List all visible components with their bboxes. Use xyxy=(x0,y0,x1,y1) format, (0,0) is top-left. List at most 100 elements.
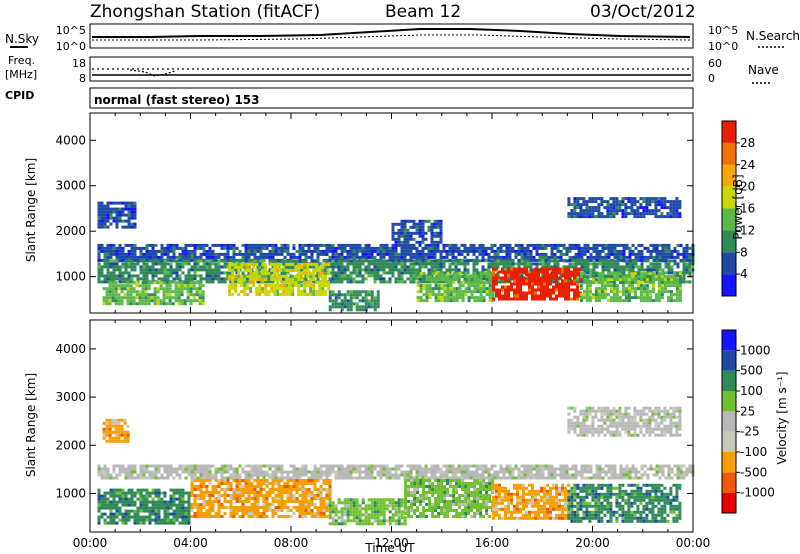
power-region-6-cell xyxy=(534,279,537,283)
power-region-7-cell xyxy=(579,275,583,279)
power-region-10-cell xyxy=(430,240,434,244)
power-region-1-cell xyxy=(220,277,224,281)
velocity-region-0-cell xyxy=(127,470,131,474)
power-region-6-cell xyxy=(498,270,501,274)
power-region-2-cell xyxy=(168,296,172,300)
power-region-1-cell xyxy=(136,274,140,278)
velocity-region-0-cell xyxy=(346,464,350,468)
power-region-5-cell xyxy=(425,278,429,282)
power-region-3-cell xyxy=(261,281,265,284)
power-region-8-cell xyxy=(645,212,649,216)
velocity-region-0-cell xyxy=(157,476,161,480)
power-region-0-cell xyxy=(403,243,407,247)
power-region-1-cell xyxy=(433,259,437,263)
power-region-1-cell xyxy=(145,271,149,275)
power-region-6-cell xyxy=(528,291,531,295)
power-region-0-cell xyxy=(472,252,476,256)
power-region-0-cell xyxy=(427,255,431,259)
power-region-1-cell xyxy=(403,271,407,275)
power-region-10-cell xyxy=(427,225,431,229)
power-region-2-cell xyxy=(168,302,172,306)
power-region-0-cell xyxy=(508,252,512,256)
power-region-8-cell xyxy=(660,203,664,207)
power-region-0-cell xyxy=(277,246,281,250)
power-region-7-cell xyxy=(669,275,673,279)
power-region-5-cell xyxy=(488,275,492,279)
power-region-1-cell xyxy=(604,268,608,272)
power-region-10-cell xyxy=(406,240,410,244)
velocity-region-0-cell xyxy=(457,476,461,480)
power-region-0-cell xyxy=(403,246,407,250)
velocity-region-0-cell xyxy=(181,470,185,474)
velocity-region-0-cell xyxy=(196,476,200,480)
power-region-6-cell xyxy=(564,288,567,292)
velocity-region-0-cell xyxy=(562,473,566,477)
power-region-2-cell xyxy=(195,287,199,291)
power-region-0-cell xyxy=(208,255,212,259)
velocity-region-0-cell xyxy=(454,476,458,480)
power-region-10-cell xyxy=(424,231,428,235)
velocity-region-0-cell xyxy=(247,473,251,477)
power-region-0-cell xyxy=(394,255,398,259)
power-region-0-cell xyxy=(169,243,173,247)
power-region-0-cell xyxy=(355,252,359,256)
velocity-region-0-cell xyxy=(139,467,143,471)
power-region-6-cell xyxy=(534,297,537,301)
power-region-0-cell xyxy=(247,246,251,250)
power-region-6-cell xyxy=(543,276,546,280)
velocity-region-0-cell xyxy=(292,476,296,480)
velocity-region-0-cell xyxy=(103,464,107,468)
power-region-6-cell xyxy=(504,276,507,280)
power-region-1-cell xyxy=(142,265,146,269)
power-region-0-cell xyxy=(577,252,581,256)
velocity-region-0-cell xyxy=(322,470,326,474)
power-region-0-cell xyxy=(319,249,323,253)
power-region-2-cell xyxy=(165,293,169,297)
power-region-1-cell xyxy=(472,259,476,263)
power-region-0-cell xyxy=(490,255,494,259)
velocity-region-0-cell xyxy=(523,476,527,480)
velocity-region-0-cell xyxy=(601,467,605,471)
power-region-0-cell xyxy=(613,243,617,247)
power-region-1-cell xyxy=(151,262,155,266)
velocity-region-0-cell xyxy=(127,464,131,468)
velocity-region-0-cell xyxy=(103,473,107,477)
velocity-region-0-cell xyxy=(322,473,326,477)
velocity-region-0-cell xyxy=(349,473,353,477)
power-region-8-cell xyxy=(663,203,667,207)
power-region-10-cell xyxy=(421,231,425,235)
power-region-3-cell xyxy=(297,266,301,269)
power-region-9-cell xyxy=(109,207,113,211)
power-region-5-cell xyxy=(458,290,462,294)
power-region-0-cell xyxy=(199,252,203,256)
power-region-8-cell xyxy=(567,203,571,207)
power-region-0-cell xyxy=(565,249,569,253)
power-region-0-cell xyxy=(175,255,179,259)
power-region-0-cell xyxy=(550,246,554,250)
power-region-1-cell xyxy=(127,259,131,263)
power-region-5-cell xyxy=(419,296,423,300)
velocity-region-0-cell xyxy=(115,473,119,477)
velocity-region-1-cell xyxy=(100,497,104,501)
power-region-6-cell xyxy=(507,273,510,277)
power-region-2-cell xyxy=(147,287,151,291)
power-region-6-cell xyxy=(552,285,555,289)
power-region-6-cell xyxy=(507,285,510,289)
power-region-1-cell xyxy=(490,265,494,269)
velocity-region-1-cell xyxy=(97,497,101,501)
power-region-0-cell xyxy=(400,249,404,253)
power-region-0-cell xyxy=(661,246,665,250)
power-region-3-cell xyxy=(312,287,316,290)
power-region-8-cell xyxy=(624,203,628,207)
velocity-region-0-cell xyxy=(502,476,506,480)
power-region-3-cell xyxy=(291,275,295,278)
power-region-0-cell xyxy=(520,249,524,253)
power-region-9-cell xyxy=(121,213,125,217)
power-region-9-cell xyxy=(133,222,137,226)
velocity-region-0-cell xyxy=(409,470,413,474)
power-region-1-cell xyxy=(466,262,470,266)
power-region-0-cell xyxy=(280,249,284,253)
velocity-region-0-cell xyxy=(466,464,470,468)
power-region-1-cell xyxy=(613,268,617,272)
velocity-region-1-cell xyxy=(112,491,116,495)
